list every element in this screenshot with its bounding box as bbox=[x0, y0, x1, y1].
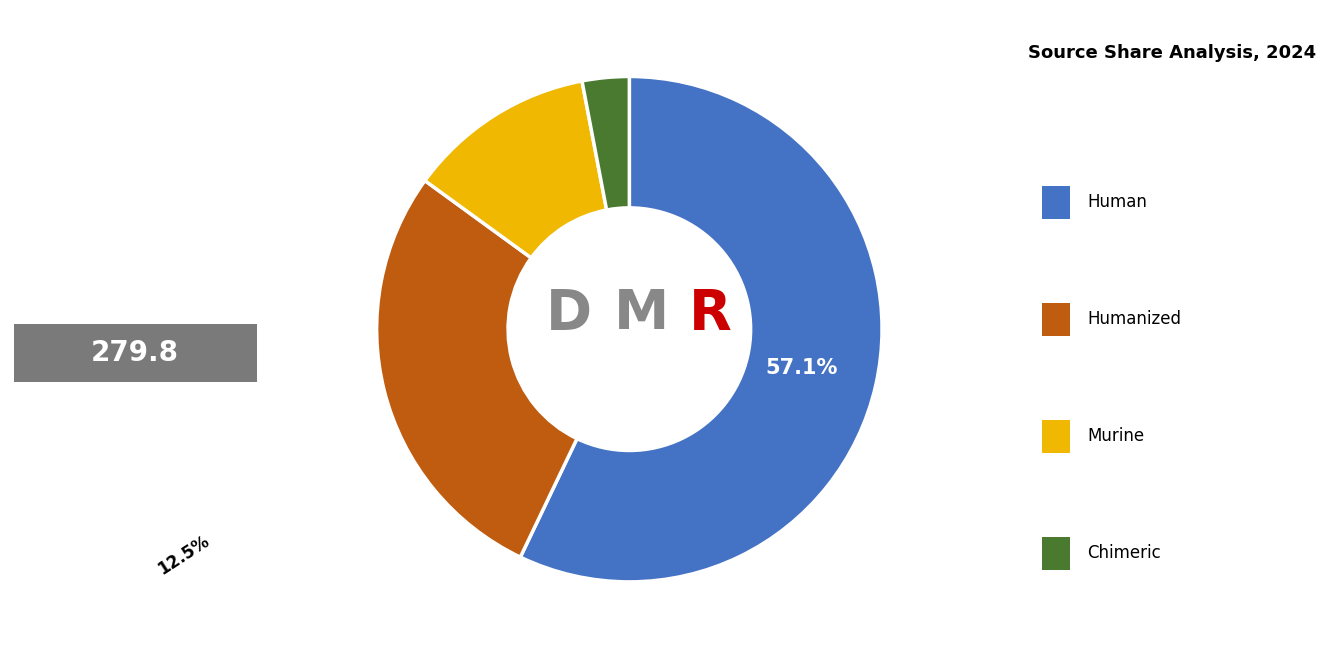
Text: Chimeric: Chimeric bbox=[1087, 544, 1161, 563]
Text: Murine: Murine bbox=[1087, 427, 1144, 446]
Wedge shape bbox=[377, 181, 577, 557]
FancyBboxPatch shape bbox=[1043, 186, 1070, 219]
Text: 12.5%: 12.5% bbox=[154, 531, 212, 578]
Text: Global Monoclonal
Antibodies Market
Size
(USD Billion), 2024: Global Monoclonal Antibodies Market Size… bbox=[54, 235, 216, 303]
Text: Humanized: Humanized bbox=[1087, 310, 1181, 329]
Polygon shape bbox=[116, 504, 236, 600]
Text: R: R bbox=[689, 287, 731, 341]
Text: Source Share Analysis, 2024: Source Share Analysis, 2024 bbox=[1028, 44, 1317, 62]
Text: D: D bbox=[546, 287, 592, 341]
Text: 57.1%: 57.1% bbox=[766, 358, 838, 378]
FancyBboxPatch shape bbox=[13, 324, 257, 382]
Text: CAGR
2024-2033: CAGR 2024-2033 bbox=[33, 487, 111, 551]
FancyBboxPatch shape bbox=[1043, 420, 1070, 453]
Text: 279.8: 279.8 bbox=[91, 339, 179, 367]
FancyBboxPatch shape bbox=[1043, 537, 1070, 570]
Wedge shape bbox=[521, 76, 882, 582]
Wedge shape bbox=[424, 81, 606, 258]
Wedge shape bbox=[583, 76, 629, 210]
Text: Dimension
Market
Research: Dimension Market Research bbox=[61, 70, 210, 150]
Text: Human: Human bbox=[1087, 193, 1147, 211]
Text: M: M bbox=[614, 287, 670, 341]
FancyBboxPatch shape bbox=[1043, 303, 1070, 336]
